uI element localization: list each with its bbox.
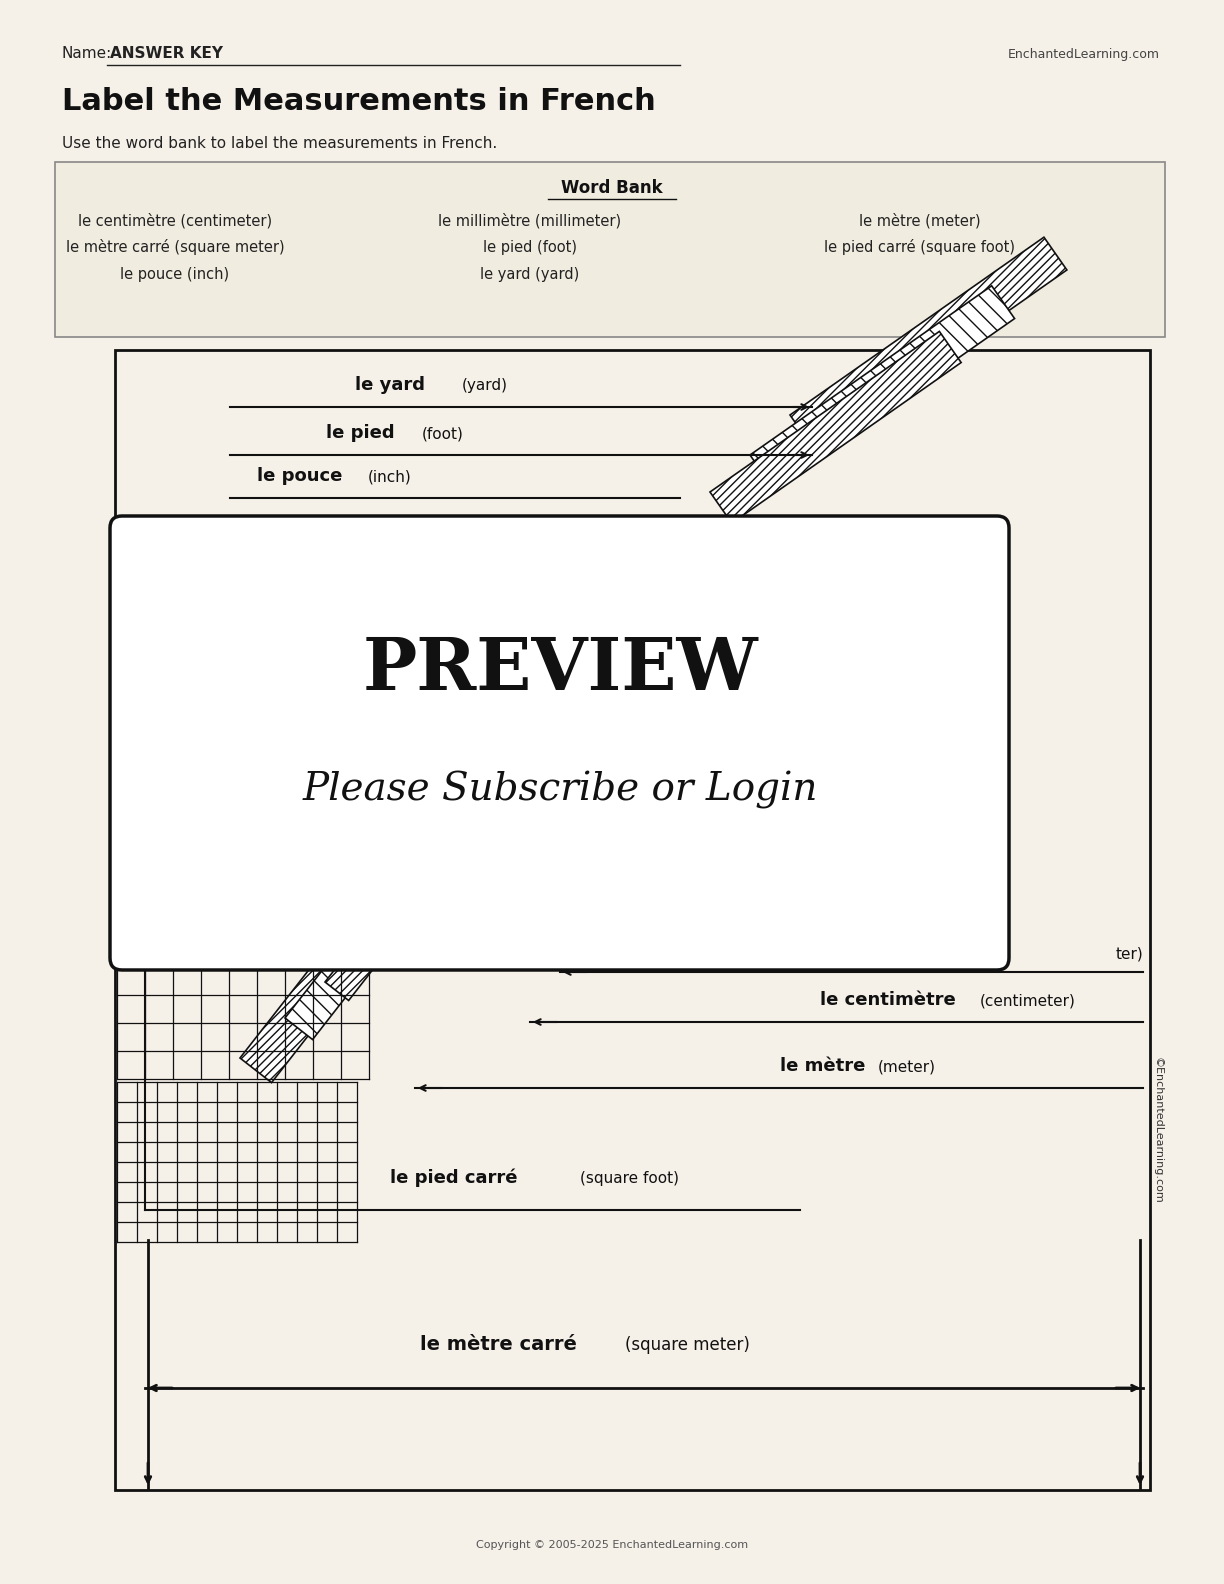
Polygon shape bbox=[710, 331, 961, 523]
Text: (square meter): (square meter) bbox=[625, 1335, 750, 1354]
Text: le pouce: le pouce bbox=[257, 467, 343, 485]
Text: le centimètre (centimeter): le centimètre (centimeter) bbox=[78, 212, 272, 228]
Text: le pied carré (square foot): le pied carré (square foot) bbox=[825, 239, 1016, 255]
Text: ANSWER KEY: ANSWER KEY bbox=[110, 46, 223, 62]
Text: (inch): (inch) bbox=[368, 469, 411, 485]
Text: le yard (yard): le yard (yard) bbox=[480, 268, 580, 282]
Text: le mètre carré (square meter): le mètre carré (square meter) bbox=[66, 239, 284, 255]
Text: le mètre carré: le mètre carré bbox=[420, 1335, 577, 1354]
Polygon shape bbox=[240, 873, 416, 1082]
Text: le pied carré: le pied carré bbox=[390, 1169, 518, 1186]
Polygon shape bbox=[285, 860, 436, 1039]
Text: le millimètre (millimeter): le millimètre (millimeter) bbox=[438, 212, 622, 228]
Text: (meter): (meter) bbox=[878, 1060, 936, 1074]
Text: Please Subscribe or Login: Please Subscribe or Login bbox=[302, 770, 818, 808]
Text: PREVIEW: PREVIEW bbox=[362, 634, 758, 705]
Bar bbox=[55, 162, 1165, 337]
Text: le mètre: le mètre bbox=[780, 1057, 865, 1076]
Polygon shape bbox=[750, 285, 1015, 488]
Text: EnchantedLearning.com: EnchantedLearning.com bbox=[1009, 48, 1160, 62]
Text: Use the word bank to label the measurements in French.: Use the word bank to label the measureme… bbox=[62, 136, 497, 150]
Text: le yard: le yard bbox=[355, 375, 425, 394]
Text: Copyright © 2005-2025 EnchantedLearning.com: Copyright © 2005-2025 EnchantedLearning.… bbox=[476, 1540, 748, 1551]
Text: le mètre (meter): le mètre (meter) bbox=[859, 212, 980, 228]
FancyBboxPatch shape bbox=[110, 516, 1009, 969]
Text: le centimètre: le centimètre bbox=[820, 992, 956, 1009]
Text: Label the Measurements in French: Label the Measurements in French bbox=[62, 87, 656, 116]
Polygon shape bbox=[789, 238, 1067, 448]
Text: ©EnchantedLearning.com: ©EnchantedLearning.com bbox=[1153, 1057, 1163, 1204]
Text: ter): ter) bbox=[1115, 946, 1143, 961]
Text: le pouce (inch): le pouce (inch) bbox=[120, 268, 230, 282]
Text: (yard): (yard) bbox=[461, 379, 508, 393]
Bar bbox=[115, 350, 1151, 1491]
Text: le pied: le pied bbox=[326, 425, 394, 442]
Text: Word Bank: Word Bank bbox=[561, 179, 663, 196]
Text: (square foot): (square foot) bbox=[580, 1171, 679, 1186]
Text: (foot): (foot) bbox=[422, 426, 464, 440]
Text: Name:: Name: bbox=[62, 46, 113, 62]
Text: le pied (foot): le pied (foot) bbox=[483, 241, 577, 255]
Text: (centimeter): (centimeter) bbox=[980, 993, 1076, 1007]
Polygon shape bbox=[326, 847, 453, 1001]
